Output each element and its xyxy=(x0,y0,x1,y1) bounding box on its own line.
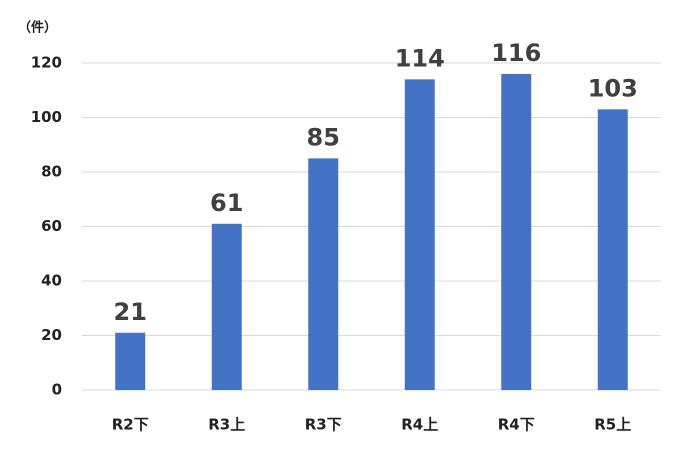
x-tick-label: R3下 xyxy=(305,416,342,434)
y-axis-unit: （件） xyxy=(18,20,57,36)
data-label: 21 xyxy=(114,298,147,326)
bar xyxy=(115,332,146,390)
data-label: 85 xyxy=(307,123,340,151)
y-tick-label: 20 xyxy=(41,326,62,344)
data-label: 61 xyxy=(210,189,243,217)
x-tick-label: R5上 xyxy=(594,416,631,434)
y-tick-label: 40 xyxy=(41,272,62,290)
y-tick-label: 100 xyxy=(31,108,62,126)
bar xyxy=(308,158,339,390)
x-tick-label: R3上 xyxy=(208,416,245,434)
bar xyxy=(501,73,532,391)
bar xyxy=(597,109,628,390)
y-tick-label: 60 xyxy=(41,217,62,235)
y-tick-label: 80 xyxy=(41,163,62,181)
y-tick-label: 120 xyxy=(31,54,62,72)
x-tick-label: R4上 xyxy=(401,416,438,434)
data-label: 103 xyxy=(588,74,638,102)
bar xyxy=(404,79,435,390)
x-tick-label: R4下 xyxy=(498,416,535,434)
bar xyxy=(211,223,242,390)
data-label: 116 xyxy=(491,39,541,67)
data-label: 114 xyxy=(395,44,445,72)
y-tick-label: 0 xyxy=(52,381,62,399)
x-tick-label: R2下 xyxy=(112,416,149,434)
